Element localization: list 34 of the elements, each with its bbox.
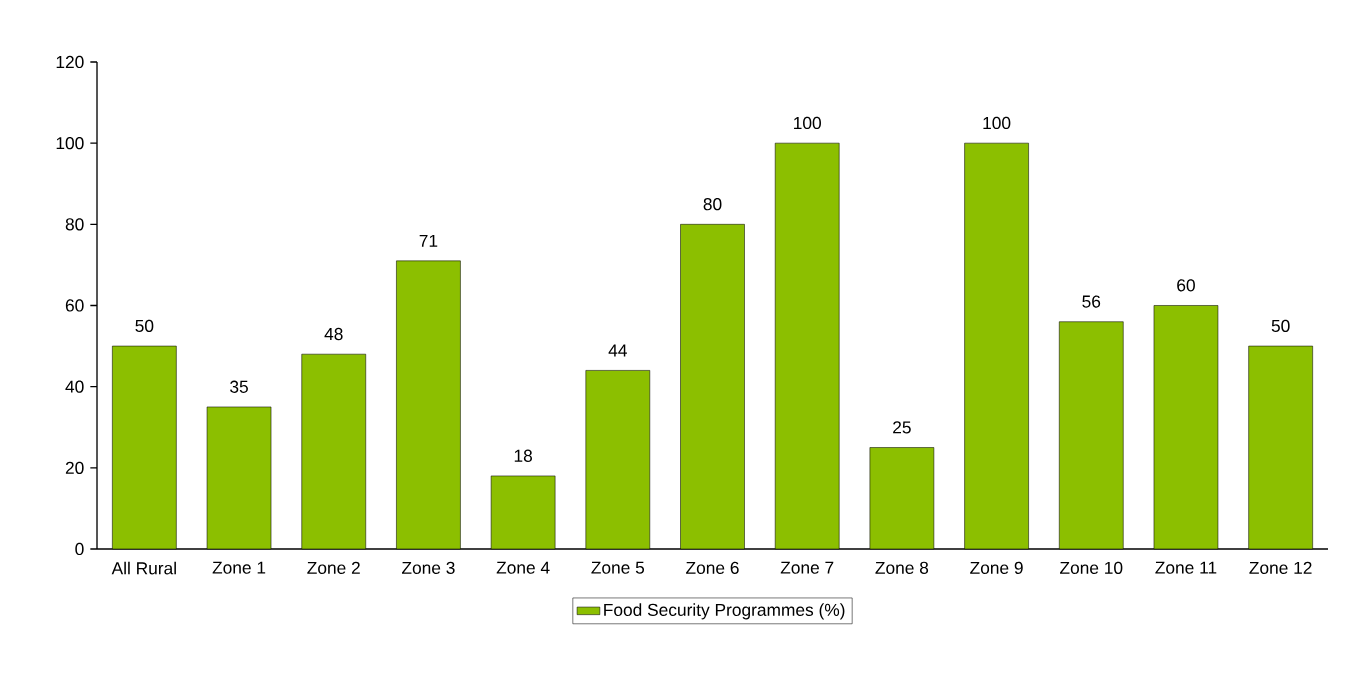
x-tick-label: Zone 7: [780, 561, 834, 574]
y-tick-label: 80: [65, 218, 84, 231]
data-label: 50: [135, 319, 154, 333]
y-tick-label: 120: [56, 55, 84, 69]
y-tick-label: 60: [65, 299, 84, 312]
data-label: 25: [893, 421, 911, 434]
data-label: 100: [794, 116, 821, 130]
x-tick-label: Zone 3: [401, 561, 455, 574]
x-tick-label: Zone 1: [212, 561, 266, 574]
data-label: 100: [983, 116, 1011, 130]
data-label: 56: [1082, 295, 1101, 308]
data-label: 80: [703, 198, 722, 211]
x-tick-label: Zone 6: [686, 561, 739, 574]
x-tick-label: Zone 2: [307, 561, 360, 574]
y-tick-label: 40: [65, 380, 84, 393]
x-tick-label: Zone 10: [1060, 561, 1123, 574]
y-tick-label: 100: [56, 137, 84, 150]
data-label: 60: [1177, 279, 1195, 292]
data-label: 35: [230, 380, 248, 393]
x-tick-label: Zone 5: [591, 561, 645, 574]
x-tick-label: Zone 4: [496, 561, 550, 574]
data-label: 18: [514, 449, 532, 462]
x-tick-label: Zone 9: [970, 561, 1023, 574]
x-tick-label: Zone 12: [1249, 561, 1312, 574]
y-tick-label: 20: [65, 461, 84, 474]
data-label: 50: [1271, 319, 1290, 333]
x-tick-label: All Rural: [111, 561, 176, 575]
x-tick-label: Zone 11: [1155, 561, 1217, 574]
legend-label: Food Security Programmes (%): [604, 603, 845, 620]
data-label: 48: [324, 327, 343, 341]
data-label: 44: [608, 344, 627, 357]
y-tick-label: 0: [75, 542, 84, 556]
data-label: 71: [419, 234, 438, 247]
x-tick-label: Zone 8: [875, 561, 929, 574]
